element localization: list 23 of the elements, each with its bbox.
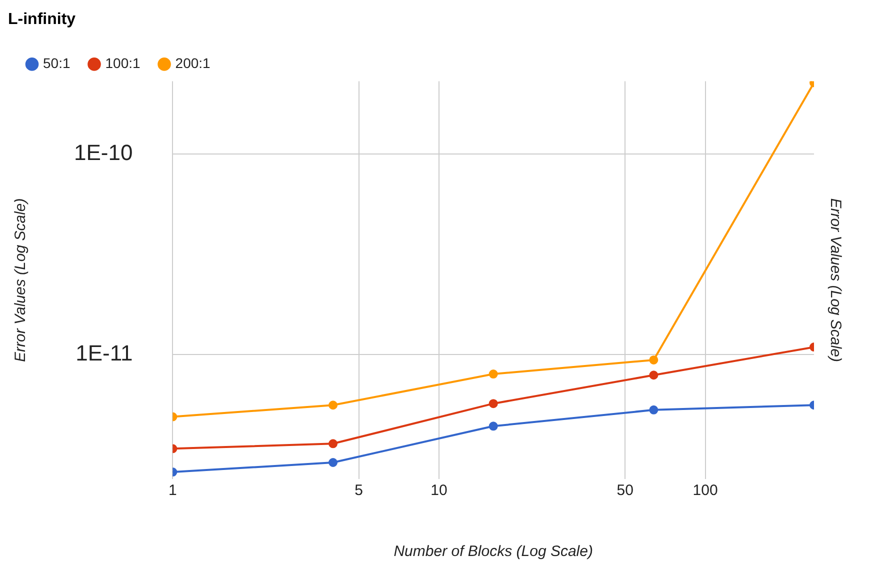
point bbox=[328, 439, 338, 448]
legend-label: 100:1 bbox=[105, 55, 140, 72]
point bbox=[328, 400, 338, 410]
point bbox=[488, 399, 498, 408]
legend-label: 200:1 bbox=[175, 55, 211, 72]
x-tick-label: 5 bbox=[354, 482, 364, 500]
y2-axis-title: Error Values (Log Scale) bbox=[826, 198, 844, 362]
x-tick-label: 1 bbox=[168, 482, 177, 500]
legend-label: 50:1 bbox=[43, 55, 70, 72]
x-tick-label: 10 bbox=[430, 482, 448, 500]
x-tick-label: 50 bbox=[616, 482, 634, 500]
point bbox=[649, 370, 658, 380]
text: L-infinity bbox=[8, 11, 76, 28]
point bbox=[488, 422, 498, 431]
point bbox=[328, 458, 338, 467]
point bbox=[649, 405, 658, 414]
point bbox=[488, 370, 498, 379]
y-tick-label: 1E-11 bbox=[76, 340, 133, 366]
point bbox=[649, 355, 658, 364]
y-axis-title: Error Values (Log Scale) bbox=[12, 198, 30, 362]
x-tick-label: 100 bbox=[692, 482, 718, 500]
y-tick-label: 1E-10 bbox=[74, 140, 133, 165]
x-axis-title: Number of Blocks (Log Scale) bbox=[394, 543, 593, 560]
